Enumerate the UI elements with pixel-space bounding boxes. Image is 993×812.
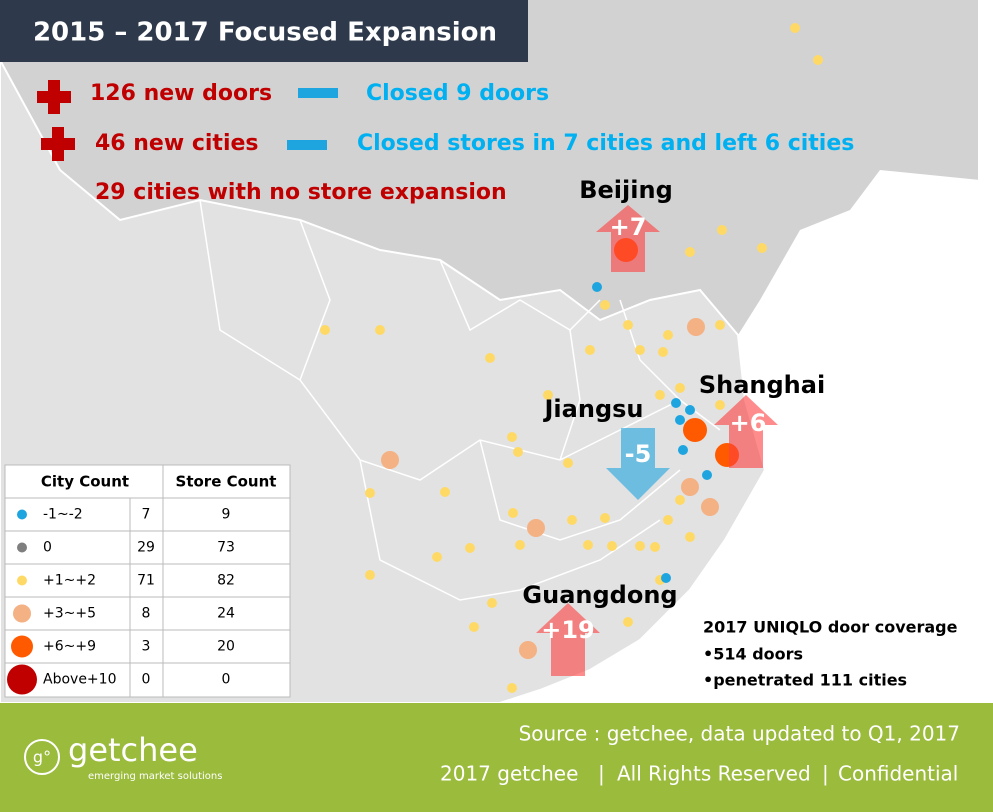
coverage-item: •514 doors: [703, 645, 803, 664]
city-dots: [320, 23, 823, 693]
legend-stores: 20: [217, 639, 235, 655]
new-cities: 46 new cities: [95, 131, 259, 156]
legend-stores: 82: [217, 573, 235, 589]
legend-range: -1~-2: [43, 507, 83, 523]
logo-glyph: g°: [33, 748, 51, 767]
footer: [0, 703, 993, 812]
closed-cities: Closed stores in 7 cities and left 6 cit…: [357, 131, 854, 156]
right-margin: [978, 0, 993, 703]
legend-icon: [17, 542, 27, 553]
legend-header: Store Count: [176, 473, 277, 491]
separator: |: [598, 762, 605, 786]
legend-cities: 0: [142, 672, 151, 688]
legend-stores: 73: [217, 540, 235, 556]
legend-header: City Count: [41, 473, 129, 491]
legend-icon: [7, 664, 37, 695]
minus-icons: [287, 88, 338, 150]
province-borders: [199, 199, 721, 601]
map-sea: [500, 170, 980, 703]
copyright: 2017 getchee: [440, 762, 578, 786]
source: Source : getchee, data updated to Q1, 20…: [519, 722, 960, 746]
region-name: Beijing: [579, 176, 673, 204]
logo-tagline: emerging market solutions: [88, 771, 222, 782]
region-name: Shanghai: [699, 371, 825, 399]
legend-cities: 71: [137, 573, 155, 589]
region-change: +6: [730, 409, 767, 437]
title-box: [0, 0, 528, 62]
legend-icon: [11, 635, 33, 658]
legend-range: 0: [43, 540, 52, 556]
title: 2015 – 2017 Focused Expansion: [33, 18, 497, 48]
legend-box: [4, 464, 291, 698]
coverage-item: •penetrated 111 cities: [703, 671, 907, 690]
legend-icon: [17, 575, 27, 586]
plus-icons: [37, 80, 75, 161]
legend-stores: 0: [222, 672, 231, 688]
legend-cities: 8: [142, 606, 151, 622]
confidential: Confidential: [838, 762, 958, 786]
region-change: -5: [625, 440, 652, 468]
region-change: +7: [610, 213, 647, 241]
legend-range: +1~+2: [43, 573, 96, 589]
separator: |: [822, 762, 829, 786]
coverage-title: 2017 UNIQLO door coverage: [703, 618, 958, 637]
legend-icon: [17, 509, 27, 520]
logo-mark: [24, 739, 60, 775]
change-arrows: [536, 205, 778, 676]
legend-cities: 29: [137, 540, 155, 556]
region-change: +19: [541, 616, 595, 644]
no-expansion: 29 cities with no store expansion: [95, 180, 507, 205]
region-name: Guangdong: [522, 581, 677, 609]
legend-range: Above+10: [43, 672, 116, 688]
legend-range: +3~+5: [43, 606, 96, 622]
legend-stores: 9: [222, 507, 231, 523]
legend-icon: [13, 604, 31, 623]
legend-cities: 3: [142, 639, 151, 655]
legend-stores: 24: [217, 606, 235, 622]
new-doors: 126 new doors: [90, 81, 272, 106]
closed-doors: Closed 9 doors: [366, 81, 549, 106]
legend-table: City Count Store Count -1~-2 7 9 0 29 73 +1~+2…: [4, 464, 291, 698]
legend-cities: 7: [142, 507, 151, 523]
logo-text: getchee: [68, 731, 198, 769]
legend-range: +6~+9: [43, 639, 96, 655]
rights: All Rights Reserved: [617, 762, 811, 786]
region-name: Jiangsu: [543, 395, 644, 423]
